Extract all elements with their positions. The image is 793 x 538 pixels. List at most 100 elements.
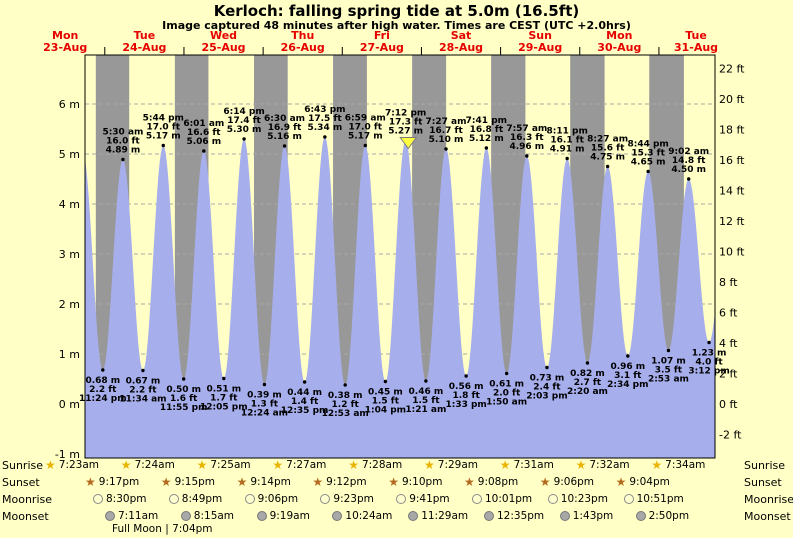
- moonset-entry: 9:19am: [256, 509, 310, 523]
- sunrise-star-icon: ★: [499, 458, 511, 472]
- low-tide-dot: [302, 380, 307, 384]
- moonset-moon-icon: [256, 511, 267, 521]
- moonrise-time: 8:30pm: [106, 493, 147, 505]
- day-date-label: 25-Aug: [201, 41, 245, 54]
- high-tide-label: 7:57 am 16.3 ft 4.96 m: [506, 124, 547, 152]
- sunset-time: 9:12pm: [326, 476, 367, 488]
- moonrise-moon-icon: [623, 494, 634, 504]
- left-axis-tick-label: 5 m: [59, 148, 80, 161]
- right-axis-tick-label: 8 ft: [719, 276, 738, 289]
- tide-chart-canvas: Mon23-AugTue24-AugWed25-AugThu26-AugFri2…: [43, 29, 745, 461]
- day-name-label: Fri: [374, 29, 390, 42]
- sunrise-entry: ★ 7:29am: [424, 458, 478, 472]
- high-tide-label: 6:14 pm 17.4 ft 5.30 m: [223, 107, 264, 135]
- moonset-entry: 12:35pm: [484, 509, 544, 523]
- low-tide-dot: [666, 348, 671, 353]
- low-tide-dot: [262, 382, 267, 387]
- low-tide-label: 0.68 m 2.2 ft 11:24 pm: [79, 376, 127, 404]
- right-axis-tick-label: 20 ft: [719, 93, 745, 106]
- high-tide-dot: [484, 146, 489, 150]
- high-tide-label: 5:30 am 16.0 ft 4.89 m: [102, 128, 143, 156]
- high-tide-dot: [687, 177, 691, 181]
- moonrise-entry: 9:06pm: [244, 492, 299, 506]
- sunrise-time: 7:25am: [210, 459, 251, 471]
- tide-area: [85, 137, 715, 458]
- sunset-star-icon: ★: [615, 475, 627, 489]
- sunrise-star-icon: ★: [424, 458, 435, 472]
- left-axis-tick-label: 0 m: [59, 398, 80, 411]
- left-axis-tick-label: 4 m: [59, 198, 80, 211]
- high-tide-label: 6:59 am 17.0 ft 5.17 m: [345, 114, 386, 142]
- high-tide-dot: [605, 164, 610, 169]
- low-tide-label: 0.73 m 2.4 ft 2:03 pm: [526, 374, 567, 402]
- astro-row-label-moonrise-right: Moonrise: [744, 493, 793, 506]
- low-tide-dot: [464, 374, 468, 378]
- right-axis-tick-label: -2 ft: [719, 429, 742, 442]
- left-axis-tick-label: 1 m: [59, 348, 80, 361]
- astro-row-label-sunrise-left: Sunrise: [2, 459, 44, 472]
- sunset-time: 9:17pm: [98, 476, 140, 488]
- moonset-moon-icon: [332, 511, 343, 521]
- moonrise-time: 9:41pm: [409, 493, 450, 505]
- low-tide-label: 0.38 m 1.2 ft 12:53 am: [322, 391, 369, 419]
- sunset-entry: ★ 9:08pm: [464, 475, 518, 489]
- moonrise-moon-icon: [244, 494, 255, 504]
- low-tide-label: 1.07 m 3.5 ft 2:53 am: [648, 357, 689, 385]
- high-tide-dot: [565, 156, 569, 161]
- low-tide-label: 0.61 m 2.0 ft 1:50 am: [486, 380, 527, 408]
- sunset-star-icon: ★: [160, 475, 172, 489]
- sunrise-entry: ★ 7:27am: [272, 458, 326, 472]
- moonset-entry: 1:43pm: [559, 509, 613, 523]
- low-tide-dot: [424, 379, 428, 383]
- moonrise-time: 9:06pm: [257, 493, 299, 505]
- moonrise-time: 9:23pm: [333, 493, 374, 505]
- moonset-time: 12:35pm: [497, 510, 545, 522]
- right-axis-tick-label: 6 ft: [719, 307, 738, 320]
- current-time-marker-icon: [399, 137, 418, 150]
- high-tide-label: 5:44 pm 17.0 ft 5.17 m: [143, 114, 184, 142]
- sunset-time: 9:14pm: [250, 476, 291, 488]
- moonrise-entry: 10:01pm: [472, 492, 532, 506]
- moonrise-time: 10:51pm: [636, 493, 684, 505]
- day-name-label: Sun: [528, 29, 552, 42]
- moonset-entry: 8:15am: [180, 509, 234, 523]
- high-tide-dot: [646, 169, 650, 174]
- day-date-label: 30-Aug: [597, 41, 641, 54]
- low-tide-dot: [504, 371, 509, 376]
- high-tide-label: 6:30 am 16.9 ft 5.16 m: [264, 114, 305, 142]
- moonset-time: 9:19am: [269, 510, 310, 522]
- chart-title: Kerloch: falling spring tide at 5.0m (16…: [213, 2, 580, 20]
- right-axis-tick-label: 14 ft: [719, 185, 745, 198]
- left-axis-tick-label: 6 m: [59, 98, 80, 111]
- moonset-moon-icon: [559, 511, 570, 521]
- moonrise-moon-icon: [320, 494, 331, 504]
- day-name-label: Tue: [134, 29, 156, 42]
- low-tide-dot: [545, 365, 549, 370]
- moonrise-entry: 8:30pm: [93, 492, 146, 506]
- low-tide-dot: [343, 383, 347, 387]
- sunset-time: 9:10pm: [401, 476, 443, 488]
- low-tide-label: 0.45 m 1.5 ft 1:04 pm: [365, 388, 406, 416]
- sunset-entry: ★ 9:15pm: [161, 475, 215, 489]
- high-tide-dot: [444, 147, 448, 151]
- sunset-entry: ★ 9:06pm: [540, 475, 594, 489]
- day-name-label: Sat: [451, 29, 472, 42]
- astro-row-label-moonset-right: Moonset: [744, 510, 791, 523]
- high-tide-label: 6:43 pm 17.5 ft 5.34 m: [304, 105, 345, 133]
- sunrise-time: 7:32am: [589, 459, 630, 471]
- plot-frame: [84, 54, 716, 459]
- sunrise-time: 7:31am: [513, 459, 554, 471]
- moonrise-moon-icon: [168, 494, 179, 504]
- sunrise-entry: ★ 7:34am: [651, 458, 705, 472]
- sunrise-time: 7:23am: [58, 459, 100, 471]
- astro-row-label-sunrise-right: Sunrise: [744, 459, 786, 472]
- moonrise-entry: 9:23pm: [320, 492, 374, 506]
- low-tide-label: 0.44 m 1.4 ft 12:35 pm: [281, 388, 329, 416]
- low-tide-label: 0.96 m 3.1 ft 2:34 pm: [607, 362, 648, 390]
- day-name-label: Mon: [52, 29, 78, 42]
- day-date-label: 31-Aug: [674, 41, 718, 54]
- moonset-entry: 11:29am: [408, 509, 468, 523]
- high-tide-dot: [363, 143, 367, 148]
- moonset-entry: 7:11am: [105, 509, 158, 523]
